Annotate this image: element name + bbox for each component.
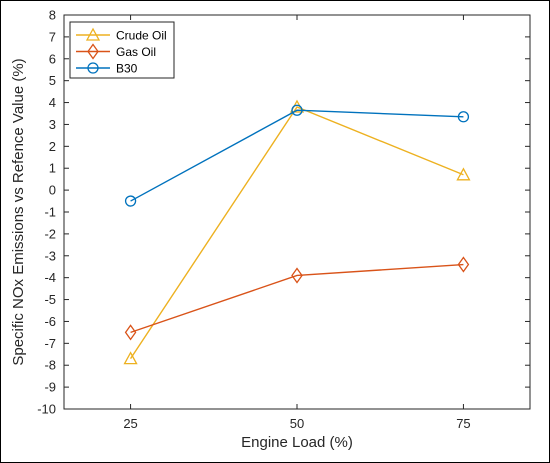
y-tick-label: -1 <box>44 205 56 220</box>
legend-marker <box>87 62 99 74</box>
data-point <box>457 111 470 123</box>
y-tick-label: -5 <box>44 292 56 307</box>
x-axis-label: Engine Load (%) <box>241 434 353 451</box>
series-layer <box>123 99 471 365</box>
data-point <box>456 167 471 181</box>
plot-area <box>63 14 531 410</box>
x-tick-label: 50 <box>290 416 304 431</box>
y-tick-label: 8 <box>49 8 56 23</box>
data-point <box>124 195 137 207</box>
y-tick-label: 3 <box>49 117 56 132</box>
y-tick-label: -10 <box>37 402 56 417</box>
data-point <box>291 104 303 116</box>
y-tick-label: -9 <box>44 380 56 395</box>
legend-label: B30 <box>116 62 138 76</box>
y-tick-label: 4 <box>49 95 56 110</box>
y-tick-label: -3 <box>44 248 56 263</box>
data-point <box>457 256 470 273</box>
y-tick-label: 7 <box>49 29 56 44</box>
y-tick-label: 2 <box>49 139 56 154</box>
series-line <box>129 106 464 360</box>
y-tick-label: -6 <box>44 314 56 329</box>
legend-label: Gas Oil <box>116 45 156 59</box>
y-tick-label: -2 <box>44 226 56 241</box>
data-point <box>123 351 138 365</box>
y-tick-label: 0 <box>49 183 56 198</box>
legend: Crude Oil Gas Oil B30 <box>69 21 175 79</box>
legend-label: Crude Oil <box>116 29 167 43</box>
legend-marker <box>85 27 101 41</box>
y-tick-label: -7 <box>44 336 56 351</box>
data-point <box>124 324 137 341</box>
series-line <box>130 263 464 334</box>
y-tick-label: 5 <box>49 73 56 88</box>
x-tick-label: 75 <box>456 416 470 431</box>
series-line <box>130 109 464 202</box>
y-tick-label: -4 <box>44 270 56 285</box>
y-tick-label: 1 <box>49 161 56 176</box>
y-tick-label: 6 <box>49 51 56 66</box>
x-tick-label: 25 <box>123 416 137 431</box>
legend-marker <box>87 43 99 60</box>
y-axis-label: Specific NOx Emissions vs Refence Value … <box>10 58 27 365</box>
y-tick-label: -8 <box>44 358 56 373</box>
x-axis-ticks: 25 50 75 <box>123 15 471 431</box>
data-point <box>291 267 303 284</box>
